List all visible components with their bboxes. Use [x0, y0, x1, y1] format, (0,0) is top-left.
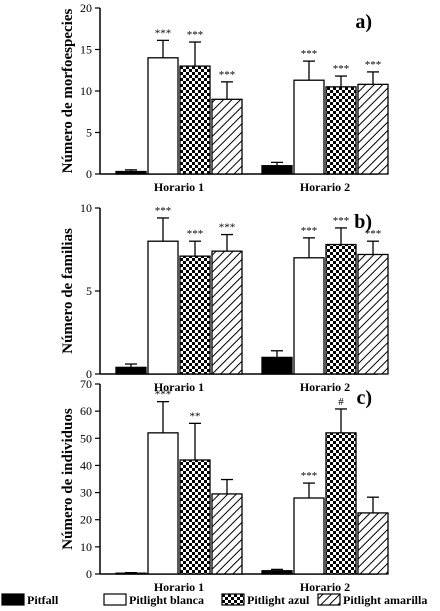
significance-label: *** [219, 222, 236, 234]
y-axis-label: Número de morfoespecies [60, 9, 76, 174]
y-tick-label: 30 [80, 486, 92, 500]
legend-swatch [103, 593, 127, 606]
significance-label: *** [155, 27, 172, 39]
significance-label: ** [190, 410, 201, 422]
significance-label: *** [301, 48, 318, 60]
y-tick-label: 20 [80, 513, 92, 527]
panel-label: a) [355, 11, 372, 33]
significance-label: *** [365, 59, 382, 71]
bar [179, 459, 211, 575]
x-category-label: Horario 2 [300, 380, 350, 394]
significance-label: *** [333, 63, 350, 75]
bar [211, 98, 243, 175]
significance-label: *** [219, 69, 236, 81]
x-category-label: Horario 1 [154, 580, 204, 594]
y-tick-label: 70 [80, 377, 92, 391]
y-tick-label: 60 [80, 404, 92, 418]
significance-label: *** [187, 228, 204, 240]
bar [261, 570, 293, 575]
y-axis-label: Número de familias [60, 228, 76, 354]
legend-swatch [317, 593, 341, 606]
legend-swatch [1, 593, 25, 606]
legend-label: Pitfall [27, 593, 59, 607]
bar [115, 170, 147, 175]
significance-label: *** [301, 225, 318, 237]
legend-item: Pitlight blanca [103, 593, 204, 607]
y-axis-label: Número de individuos [60, 408, 76, 550]
significance-label: *** [301, 470, 318, 482]
significance-label: *** [155, 389, 172, 401]
y-tick-label: 5 [86, 126, 92, 140]
bar [325, 86, 357, 175]
bar [293, 257, 325, 375]
bar [115, 366, 147, 375]
panel-label: b) [354, 211, 372, 233]
panel-1: 0 5 10 15 20 Número de morfoespecies a) Horario… [60, 1, 389, 194]
legend: Pitfall Pitlight blanca Pitlight azul Pitli… [1, 593, 427, 607]
x-category-label: Horario 2 [300, 580, 350, 594]
bar [357, 83, 389, 175]
significance-label: *** [155, 205, 172, 217]
bar [357, 253, 389, 375]
x-category-label: Horario 2 [300, 180, 350, 194]
y-tick-label: 20 [80, 1, 92, 15]
y-tick-label: 10 [80, 540, 92, 554]
bar [179, 65, 211, 175]
y-tick-label: 15 [80, 43, 92, 57]
bar [293, 79, 325, 175]
legend-item: Pitlight azul [221, 593, 310, 607]
panel-label: c) [356, 387, 372, 409]
legend-label: Pitlight azul [247, 593, 310, 607]
legend-item: Pitlight amarilla [317, 593, 427, 607]
chart-panels: 0 5 10 15 20 Número de morfoespecies a) Horario… [60, 1, 389, 594]
legend-label: Pitlight amarilla [343, 593, 427, 607]
y-tick-label: 10 [80, 201, 92, 215]
y-tick-label: 0 [86, 567, 92, 581]
panel-2: 0 5 10 Número de familias b) Horario 1 Horario… [60, 201, 389, 394]
bar [147, 57, 179, 175]
bar [261, 165, 293, 175]
significance-label: # [338, 396, 344, 408]
bar [147, 432, 179, 575]
y-tick-label: 0 [86, 367, 92, 381]
bar [325, 432, 357, 575]
legend-swatch [221, 593, 245, 606]
panel-3: 0 10 20 30 40 50 60 70 Número de individuos c) Hor… [60, 377, 389, 594]
bar [115, 572, 147, 575]
bar [211, 250, 243, 375]
y-tick-label: 0 [86, 167, 92, 181]
bar [261, 356, 293, 375]
x-category-label: Horario 1 [154, 180, 204, 194]
x-category-label: Horario 1 [154, 380, 204, 394]
y-tick-label: 10 [80, 84, 92, 98]
y-tick-label: 5 [86, 284, 92, 298]
bar [325, 243, 357, 375]
significance-label: *** [187, 29, 204, 41]
y-tick-label: 40 [80, 458, 92, 472]
significance-label: *** [365, 228, 382, 240]
bar [147, 240, 179, 375]
bar [357, 512, 389, 575]
bar [211, 493, 243, 575]
bar [293, 497, 325, 575]
bar [179, 255, 211, 375]
legend-label: Pitlight blanca [129, 593, 204, 607]
legend-item: Pitfall [1, 593, 59, 607]
significance-label: *** [333, 215, 350, 227]
y-tick-label: 50 [80, 431, 92, 445]
